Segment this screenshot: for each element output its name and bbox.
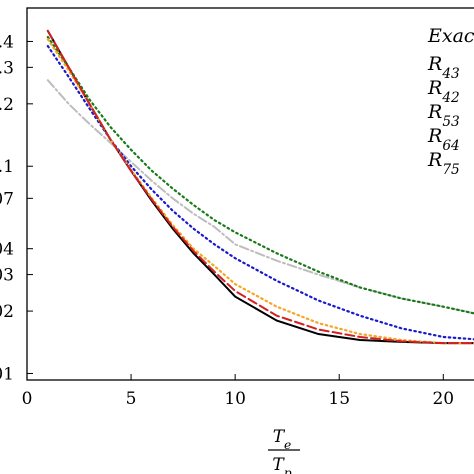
y-tick-label: .03 <box>0 266 14 286</box>
series-line <box>46 38 474 345</box>
legend-entry: Exact <box>427 25 474 47</box>
legend-entry: R64 <box>427 125 460 154</box>
y-tick-label: .04 <box>0 240 14 260</box>
series-line <box>46 79 474 315</box>
x-label-numerator: Te <box>273 427 292 452</box>
y-tick-label: .1 <box>0 157 14 177</box>
legend-entry: R42 <box>427 77 460 106</box>
x-tick-label: 10 <box>224 389 246 409</box>
x-label-denominator: Tp <box>272 455 291 474</box>
x-tick-label: 5 <box>126 389 137 409</box>
series-line <box>46 29 474 345</box>
x-tick-label: 15 <box>328 389 350 409</box>
legend-entry: R43 <box>427 53 460 82</box>
x-tick-label: 20 <box>432 389 454 409</box>
series-line <box>46 29 474 345</box>
y-tick-label: .01 <box>0 364 14 384</box>
y-tick-label: .02 <box>0 302 14 322</box>
series-line <box>46 35 474 315</box>
plot-area <box>46 29 474 345</box>
y-tick-label: .07 <box>0 189 14 209</box>
legend-entry: R53 <box>427 101 460 130</box>
series-line <box>46 44 474 341</box>
x-tick-label: 0 <box>22 389 33 409</box>
y-tick-label: .2 <box>0 95 14 115</box>
plot-frame <box>26 7 474 381</box>
y-tick-label: .3 <box>0 58 14 78</box>
y-tick-label: .4 <box>0 32 14 52</box>
legend-entry: R75 <box>427 149 460 178</box>
